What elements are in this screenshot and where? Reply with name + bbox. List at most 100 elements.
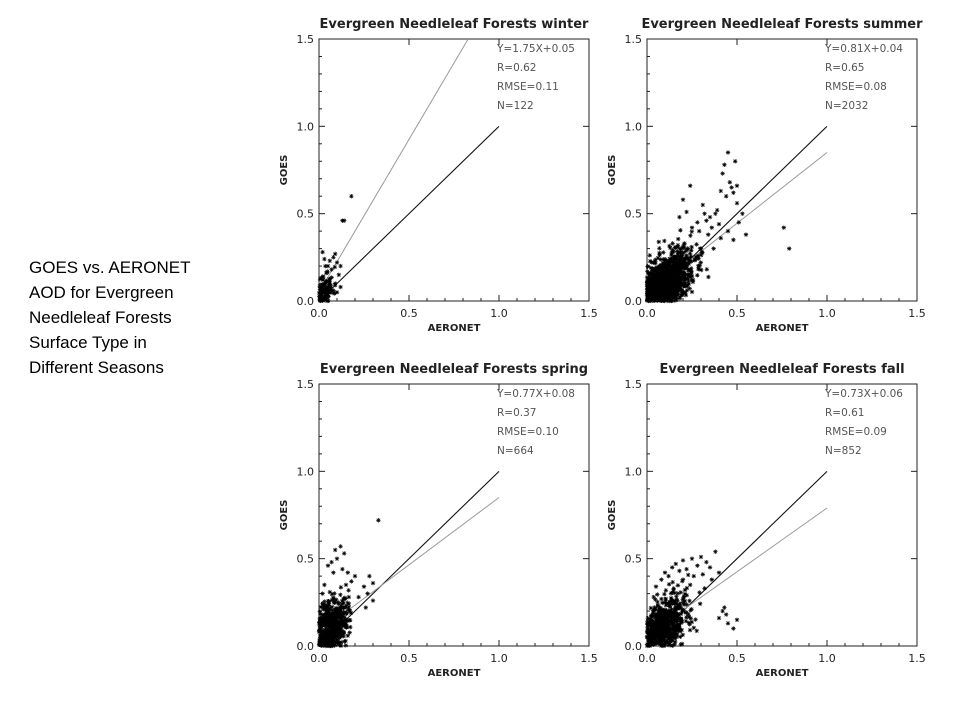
data-point: [651, 624, 656, 629]
data-point: [787, 246, 792, 251]
data-point: [693, 617, 698, 622]
scatter-panel-spring: Evergreen Needleleaf Forests spring0.00.…: [279, 362, 598, 679]
data-point: [653, 283, 659, 289]
y-axis-label: GOES: [607, 500, 618, 531]
data-point: [667, 608, 673, 613]
data-point: [669, 632, 674, 637]
plot-frame: [646, 38, 918, 302]
data-point: [665, 277, 671, 282]
data-point: [652, 634, 657, 639]
data-point: [341, 622, 347, 628]
data-point: [706, 274, 711, 280]
data-point: [686, 612, 691, 617]
data-point: [669, 250, 674, 256]
data-point: [675, 244, 680, 250]
data-point: [343, 603, 349, 609]
data-point: [665, 601, 671, 606]
x-axis-label: AERONET: [756, 323, 809, 334]
data-point: [671, 271, 677, 276]
data-point: [644, 275, 650, 280]
data-point: [700, 202, 705, 208]
data-point: [678, 249, 683, 255]
data-point: [704, 267, 710, 272]
data-point: [664, 612, 670, 617]
data-point: [695, 253, 701, 258]
data-point: [318, 629, 323, 634]
data-point: [667, 641, 673, 647]
data-point: [349, 579, 354, 584]
data-point: [696, 256, 701, 261]
y-tick-label: 0.5: [297, 553, 315, 566]
data-point: [666, 573, 671, 579]
data-point: [329, 612, 335, 617]
data-point: [332, 643, 338, 648]
data-point: [670, 590, 675, 595]
data-point: [649, 642, 654, 647]
data-point: [338, 284, 343, 290]
data-point: [655, 635, 661, 640]
data-point: [656, 239, 661, 245]
data-point: [681, 265, 686, 271]
data-point: [658, 257, 663, 262]
data-point: [682, 270, 687, 276]
data-point: [672, 639, 678, 645]
data-point: [677, 284, 682, 290]
data-point: [319, 291, 324, 296]
data-point: [670, 241, 675, 246]
data-point: [652, 298, 657, 304]
data-point: [699, 267, 704, 273]
data-point: [677, 568, 682, 574]
data-point: [660, 619, 665, 624]
data-point: [671, 261, 677, 267]
data-point: [671, 254, 677, 259]
data-point: [328, 643, 333, 649]
data-point: [667, 635, 672, 641]
data-point: [678, 254, 683, 260]
data-point: [324, 270, 329, 276]
data-point: [683, 618, 689, 624]
data-point: [681, 602, 687, 607]
stat-text: R=0.61: [825, 407, 864, 419]
data-point: [332, 264, 338, 270]
data-point: [678, 634, 683, 639]
data-point: [345, 633, 351, 638]
data-point: [687, 274, 693, 280]
y-tick-label: 1.0: [625, 465, 643, 478]
data-point: [338, 610, 343, 615]
data-point: [657, 626, 662, 632]
data-point: [663, 257, 668, 262]
one-to-one-line: [318, 470, 500, 647]
data-point: [332, 291, 337, 296]
data-point: [672, 590, 677, 596]
data-point: [329, 290, 334, 295]
data-point: [671, 615, 677, 620]
data-point: [655, 599, 660, 605]
data-point: [661, 637, 667, 643]
data-point: [322, 599, 327, 604]
data-point: [672, 642, 677, 647]
data-point: [651, 273, 656, 278]
data-point: [697, 228, 702, 234]
data-point: [343, 638, 348, 644]
data-point: [671, 623, 676, 629]
data-point: [704, 218, 709, 223]
data-point: [682, 290, 688, 295]
data-point: [655, 255, 661, 261]
x-tick-label: 0.5: [400, 307, 418, 320]
data-point: [320, 591, 325, 596]
data-point: [647, 294, 652, 299]
data-point: [700, 572, 705, 577]
y-axis-label: GOES: [607, 155, 618, 186]
data-point: [322, 256, 327, 262]
data-point: [655, 281, 660, 287]
data-point: [666, 582, 672, 587]
data-point: [646, 636, 651, 642]
data-point: [680, 252, 685, 257]
data-point: [317, 609, 323, 614]
data-point: [709, 225, 714, 230]
data-point: [677, 274, 682, 280]
data-point: [660, 286, 665, 291]
data-point: [686, 261, 692, 267]
data-point: [679, 269, 684, 274]
data-point: [657, 609, 663, 614]
